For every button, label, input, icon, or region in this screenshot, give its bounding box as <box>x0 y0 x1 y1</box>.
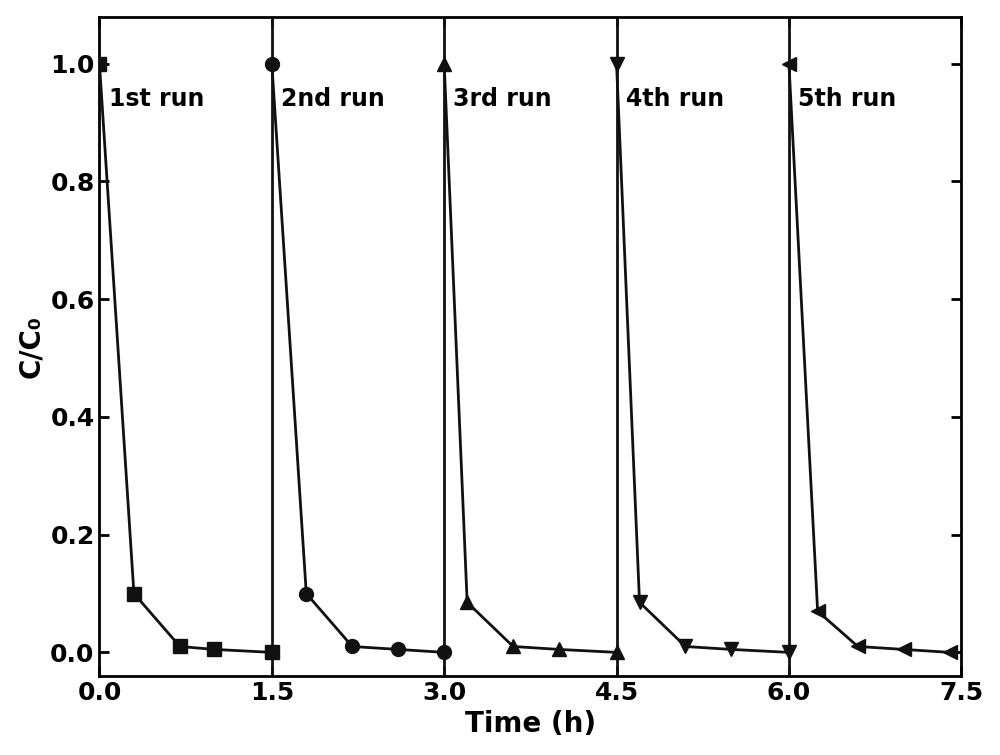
Text: 5th run: 5th run <box>798 88 896 111</box>
Text: 3rd run: 3rd run <box>453 88 552 111</box>
X-axis label: Time (h): Time (h) <box>465 710 596 738</box>
Y-axis label: C/C₀: C/C₀ <box>17 315 45 378</box>
Text: 1st run: 1st run <box>109 88 204 111</box>
Text: 4th run: 4th run <box>626 88 724 111</box>
Text: 2nd run: 2nd run <box>281 88 385 111</box>
